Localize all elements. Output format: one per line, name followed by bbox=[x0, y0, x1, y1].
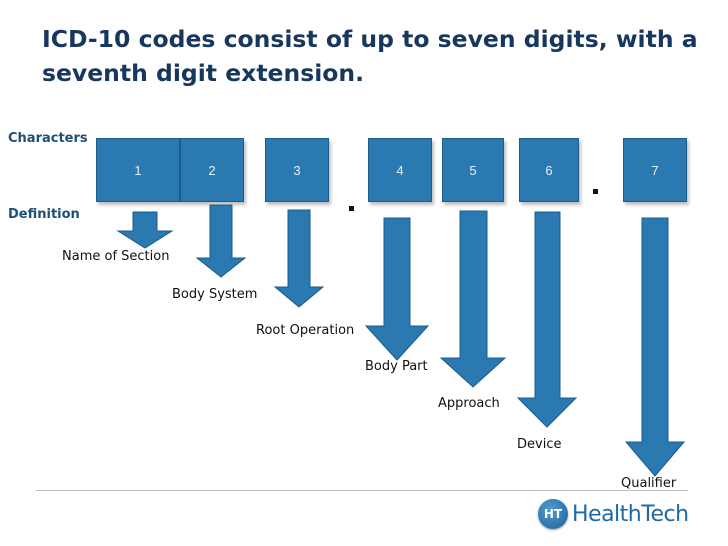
definition-qualifier: Qualifier bbox=[621, 476, 677, 491]
definition-body-part: Body Part bbox=[365, 359, 428, 374]
character-box-6: 6 bbox=[519, 138, 579, 202]
arrow-1 bbox=[116, 211, 174, 249]
healthtech-logo: HT HealthTech bbox=[538, 497, 689, 531]
footer-divider bbox=[36, 490, 688, 491]
character-box-7: 7 bbox=[623, 138, 687, 202]
characters-label: Characters bbox=[8, 131, 88, 146]
arrow-3 bbox=[273, 209, 325, 308]
separator-dot-1 bbox=[349, 206, 354, 211]
arrow-6 bbox=[516, 211, 578, 428]
definition-root-operation: Root Operation bbox=[256, 323, 355, 338]
character-box-4: 4 bbox=[368, 138, 432, 202]
definition-device: Device bbox=[517, 437, 562, 452]
character-box-3: 3 bbox=[265, 138, 329, 202]
arrow-4 bbox=[364, 217, 430, 361]
definition-body-system: Body System bbox=[172, 287, 258, 302]
logo-badge: HT bbox=[538, 499, 568, 529]
arrow-7 bbox=[624, 217, 686, 477]
definition-label: Definition bbox=[8, 207, 80, 222]
slide-title: ICD-10 codes consist of up to seven digi… bbox=[42, 25, 698, 87]
character-box-1: 1 bbox=[96, 138, 180, 202]
definition-approach: Approach bbox=[438, 396, 500, 411]
logo-name: HealthTech bbox=[572, 501, 689, 527]
character-box-5: 5 bbox=[442, 138, 504, 202]
character-box-2: 2 bbox=[180, 138, 244, 202]
definition-name-of-section: Name of Section bbox=[62, 249, 170, 264]
arrow-2 bbox=[195, 204, 247, 278]
separator-dot-2 bbox=[593, 189, 598, 194]
arrow-5 bbox=[439, 210, 507, 388]
